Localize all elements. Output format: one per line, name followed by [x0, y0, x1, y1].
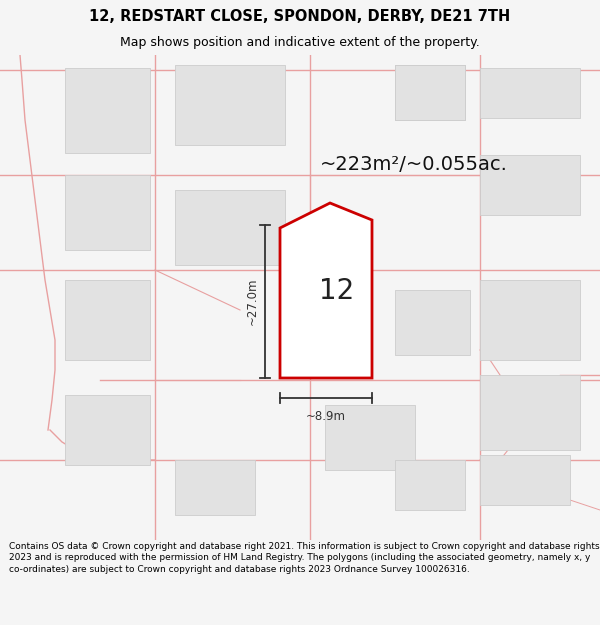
Bar [480, 455, 570, 505]
Bar [395, 65, 465, 120]
Text: ~27.0m: ~27.0m [245, 278, 259, 325]
Bar [325, 405, 415, 470]
Bar [65, 280, 150, 360]
Text: 12: 12 [319, 278, 355, 306]
Bar [480, 280, 580, 360]
Bar [295, 265, 360, 340]
Bar [480, 375, 580, 450]
Bar [395, 460, 465, 510]
Bar [65, 68, 150, 153]
Text: 12, REDSTART CLOSE, SPONDON, DERBY, DE21 7TH: 12, REDSTART CLOSE, SPONDON, DERBY, DE21… [89, 9, 511, 24]
Bar [175, 190, 285, 265]
Bar [175, 65, 285, 145]
Polygon shape [280, 203, 372, 378]
Bar [65, 395, 150, 465]
Bar [395, 290, 470, 355]
Text: ~223m²/~0.055ac.: ~223m²/~0.055ac. [320, 156, 508, 174]
Text: Map shows position and indicative extent of the property.: Map shows position and indicative extent… [120, 36, 480, 49]
Bar [65, 175, 150, 250]
Bar [480, 155, 580, 215]
Bar [175, 460, 255, 515]
Bar [395, 65, 465, 120]
Text: Contains OS data © Crown copyright and database right 2021. This information is : Contains OS data © Crown copyright and d… [9, 542, 599, 574]
Text: ~8.9m: ~8.9m [306, 409, 346, 422]
Bar [480, 68, 580, 118]
